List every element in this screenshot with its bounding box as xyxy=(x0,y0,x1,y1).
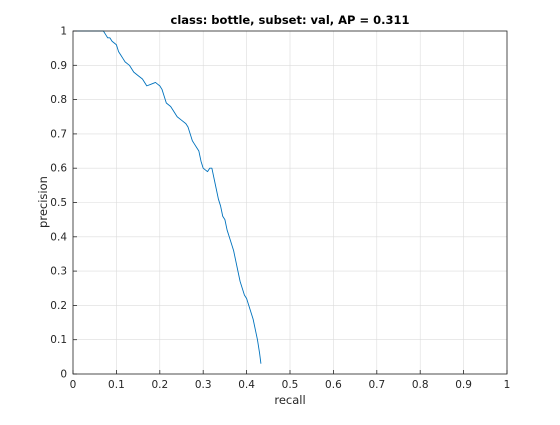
pr-curve-line xyxy=(73,30,262,364)
x-tick-label: 0.9 xyxy=(455,379,472,391)
y-tick-label: 0.5 xyxy=(50,197,67,209)
y-tick-label: 0.7 xyxy=(50,128,67,140)
y-tick-label: 1 xyxy=(60,26,67,38)
x-tick-label: 0.5 xyxy=(282,379,299,391)
y-tick-label: 0.2 xyxy=(50,300,67,312)
curve-layer xyxy=(73,30,262,364)
y-tick-label: 0 xyxy=(60,369,67,381)
x-tick-label: 0.8 xyxy=(412,379,429,391)
y-tick-label: 0.9 xyxy=(50,60,67,72)
y-tick-label: 0.6 xyxy=(50,163,67,175)
y-tick-label: 0.1 xyxy=(50,334,67,346)
x-tick-label: 0 xyxy=(70,379,77,391)
x-tick-label: 0.6 xyxy=(325,379,342,391)
x-tick-label: 0.1 xyxy=(108,379,125,391)
y-tick-label: 0.4 xyxy=(50,231,67,243)
x-axis-label: recall xyxy=(274,393,305,407)
x-tick-label: 1 xyxy=(504,379,511,391)
x-tick-label: 0.3 xyxy=(195,379,212,391)
x-tick-label: 0.2 xyxy=(151,379,168,391)
y-tick-label: 0.3 xyxy=(50,266,67,278)
x-tick-label: 0.4 xyxy=(238,379,255,391)
x-tick-label: 0.7 xyxy=(368,379,385,391)
chart-title: class: bottle, subset: val, AP = 0.311 xyxy=(171,13,410,27)
y-axis-label: precision xyxy=(36,176,50,228)
y-tick-label: 0.8 xyxy=(50,94,67,106)
ticks: 0 0.1 0.2 0.3 0.4 0.5 0.6 0.7 0.8 0.9 1 0 0.1 0.2 0.3 0… xyxy=(50,26,510,392)
